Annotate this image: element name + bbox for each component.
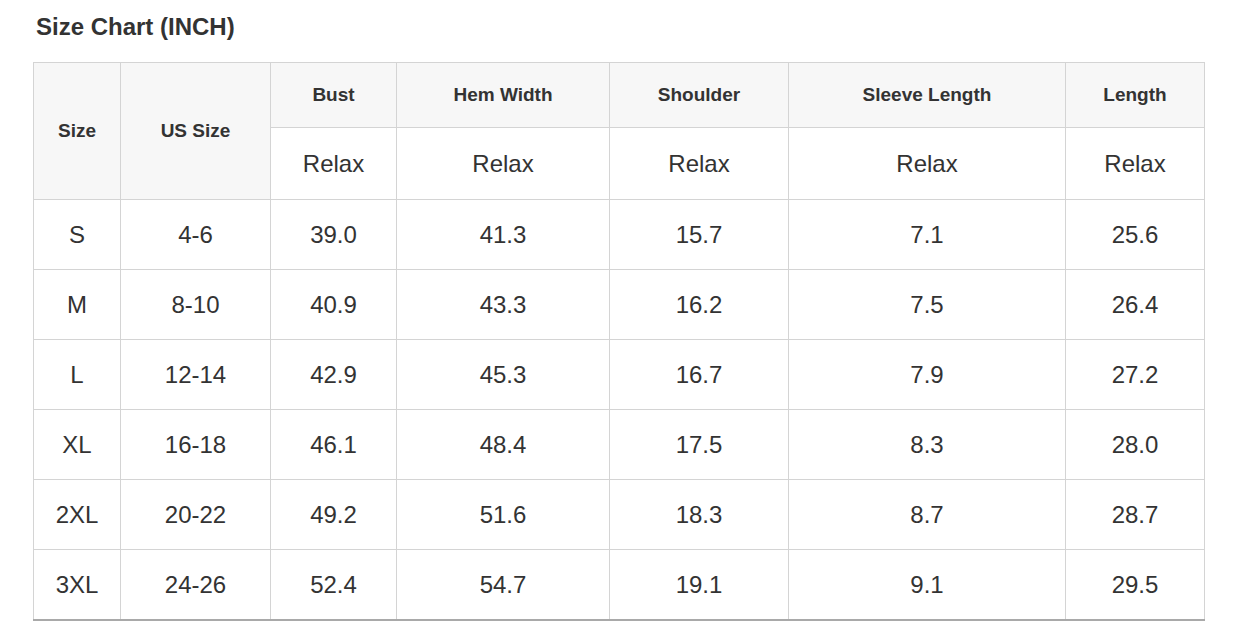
sleeve-length-cell: 7.1 bbox=[789, 200, 1066, 270]
us-size-cell: 16-18 bbox=[121, 410, 271, 480]
fit-label-sleeve-length: Relax bbox=[789, 128, 1066, 200]
bust-cell: 49.2 bbox=[271, 480, 397, 550]
hem-width-cell: 45.3 bbox=[397, 340, 610, 410]
length-cell: 29.5 bbox=[1066, 550, 1205, 621]
column-header-hem-width: Hem Width bbox=[397, 63, 610, 128]
column-header-bust: Bust bbox=[271, 63, 397, 128]
bust-cell: 46.1 bbox=[271, 410, 397, 480]
hem-width-cell: 51.6 bbox=[397, 480, 610, 550]
hem-width-cell: 43.3 bbox=[397, 270, 610, 340]
header-row: Size US Size Bust Hem Width Shoulder Sle… bbox=[34, 63, 1205, 128]
column-header-shoulder: Shoulder bbox=[610, 63, 789, 128]
fit-label-length: Relax bbox=[1066, 128, 1205, 200]
length-cell: 27.2 bbox=[1066, 340, 1205, 410]
bust-cell: 42.9 bbox=[271, 340, 397, 410]
size-chart-section: Size Chart (INCH) Size US Size Bust Hem … bbox=[0, 0, 1239, 642]
bust-cell: 52.4 bbox=[271, 550, 397, 621]
shoulder-cell: 19.1 bbox=[610, 550, 789, 621]
size-cell: M bbox=[34, 270, 121, 340]
size-chart-table: Size US Size Bust Hem Width Shoulder Sle… bbox=[33, 62, 1205, 621]
shoulder-cell: 15.7 bbox=[610, 200, 789, 270]
shoulder-cell: 18.3 bbox=[610, 480, 789, 550]
fit-label-shoulder: Relax bbox=[610, 128, 789, 200]
fit-label-hem-width: Relax bbox=[397, 128, 610, 200]
length-cell: 26.4 bbox=[1066, 270, 1205, 340]
sleeve-length-cell: 8.3 bbox=[789, 410, 1066, 480]
length-cell: 28.7 bbox=[1066, 480, 1205, 550]
column-header-length: Length bbox=[1066, 63, 1205, 128]
column-header-us-size: US Size bbox=[121, 63, 271, 200]
column-header-size: Size bbox=[34, 63, 121, 200]
hem-width-cell: 54.7 bbox=[397, 550, 610, 621]
us-size-cell: 20-22 bbox=[121, 480, 271, 550]
us-size-cell: 12-14 bbox=[121, 340, 271, 410]
us-size-cell: 24-26 bbox=[121, 550, 271, 621]
column-header-sleeve-length: Sleeve Length bbox=[789, 63, 1066, 128]
sleeve-length-cell: 9.1 bbox=[789, 550, 1066, 621]
length-cell: 25.6 bbox=[1066, 200, 1205, 270]
page-title: Size Chart (INCH) bbox=[36, 13, 1206, 41]
table-row-3xl: 3XL 24-26 52.4 54.7 19.1 9.1 29.5 bbox=[34, 550, 1205, 621]
us-size-cell: 4-6 bbox=[121, 200, 271, 270]
fit-label-bust: Relax bbox=[271, 128, 397, 200]
bust-cell: 40.9 bbox=[271, 270, 397, 340]
size-cell: 2XL bbox=[34, 480, 121, 550]
length-cell: 28.0 bbox=[1066, 410, 1205, 480]
hem-width-cell: 48.4 bbox=[397, 410, 610, 480]
bust-cell: 39.0 bbox=[271, 200, 397, 270]
table-row-s: S 4-6 39.0 41.3 15.7 7.1 25.6 bbox=[34, 200, 1205, 270]
size-cell: XL bbox=[34, 410, 121, 480]
sleeve-length-cell: 8.7 bbox=[789, 480, 1066, 550]
table-row-xl: XL 16-18 46.1 48.4 17.5 8.3 28.0 bbox=[34, 410, 1205, 480]
sleeve-length-cell: 7.9 bbox=[789, 340, 1066, 410]
us-size-cell: 8-10 bbox=[121, 270, 271, 340]
size-cell: S bbox=[34, 200, 121, 270]
size-cell: L bbox=[34, 340, 121, 410]
table-row-2xl: 2XL 20-22 49.2 51.6 18.3 8.7 28.7 bbox=[34, 480, 1205, 550]
size-cell: 3XL bbox=[34, 550, 121, 621]
shoulder-cell: 16.7 bbox=[610, 340, 789, 410]
shoulder-cell: 17.5 bbox=[610, 410, 789, 480]
sleeve-length-cell: 7.5 bbox=[789, 270, 1066, 340]
table-row-l: L 12-14 42.9 45.3 16.7 7.9 27.2 bbox=[34, 340, 1205, 410]
hem-width-cell: 41.3 bbox=[397, 200, 610, 270]
shoulder-cell: 16.2 bbox=[610, 270, 789, 340]
table-row-m: M 8-10 40.9 43.3 16.2 7.5 26.4 bbox=[34, 270, 1205, 340]
